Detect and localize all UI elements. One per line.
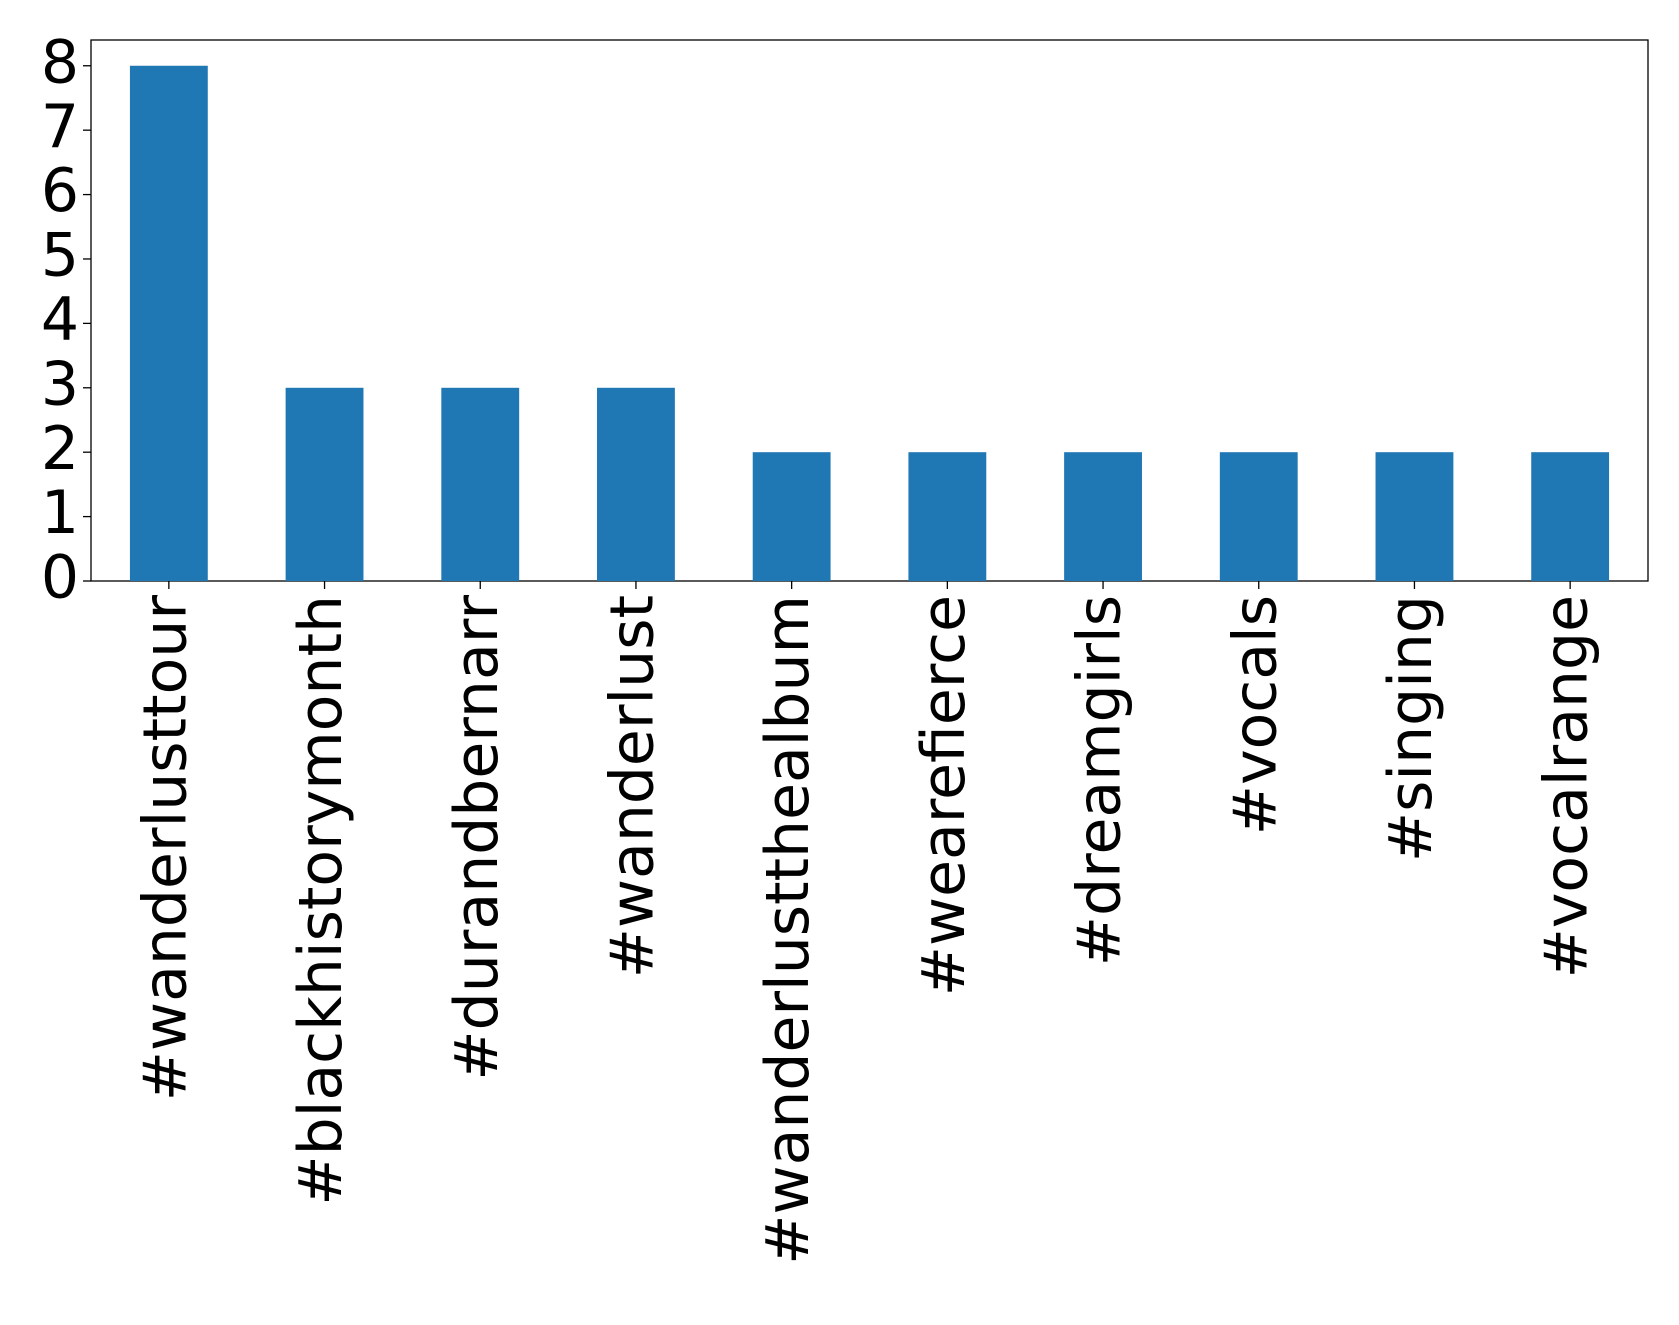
x-tick-label: #durandbernarr [442,595,512,1081]
bar [441,387,520,581]
y-tick-label: 8 [41,27,79,97]
bar [1531,452,1610,581]
x-tick-label: #wanderlusttour [130,595,200,1102]
x-tick-label: #dreamgirls [1065,595,1135,966]
y-tick-label: 2 [41,414,79,484]
bar [1375,452,1454,581]
plot-frame [90,39,1649,582]
x-tick-label: #wearefierce [909,595,979,996]
y-tick-label: 3 [41,349,79,419]
y-tick-label: 5 [41,221,79,291]
bar [908,452,987,581]
bar [1064,452,1142,581]
bar [597,387,675,581]
bar [752,452,831,581]
x-tick-label: #wanderlust [598,595,668,978]
bar [285,387,364,581]
y-tick-label: 6 [41,156,79,226]
x-tick-label: #vocalrange [1532,595,1602,978]
y-tick-label: 7 [41,92,79,162]
y-tick-label: 1 [41,478,79,548]
bar [129,65,208,581]
x-tick-label: #singing [1376,595,1446,862]
y-tick-label: 0 [41,543,79,613]
bar [1219,452,1298,581]
x-tick-label: #vocals [1220,595,1290,835]
x-tick-label: #wanderlustthealbum [753,595,823,1265]
x-tick-label: #blackhistorymonth [286,595,356,1206]
y-tick-label: 4 [41,285,79,355]
